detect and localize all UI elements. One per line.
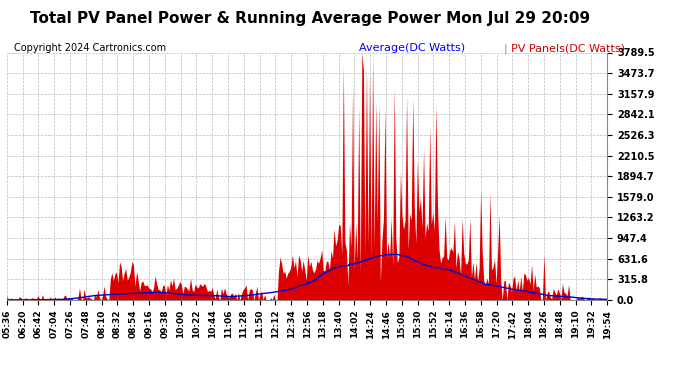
Text: Copyright 2024 Cartronics.com: Copyright 2024 Cartronics.com: [14, 43, 166, 53]
Text: PV Panels(DC Watts): PV Panels(DC Watts): [511, 43, 624, 53]
Text: Average(DC Watts): Average(DC Watts): [359, 43, 465, 53]
Text: |: |: [504, 43, 507, 54]
Text: Total PV Panel Power & Running Average Power Mon Jul 29 20:09: Total PV Panel Power & Running Average P…: [30, 11, 591, 26]
